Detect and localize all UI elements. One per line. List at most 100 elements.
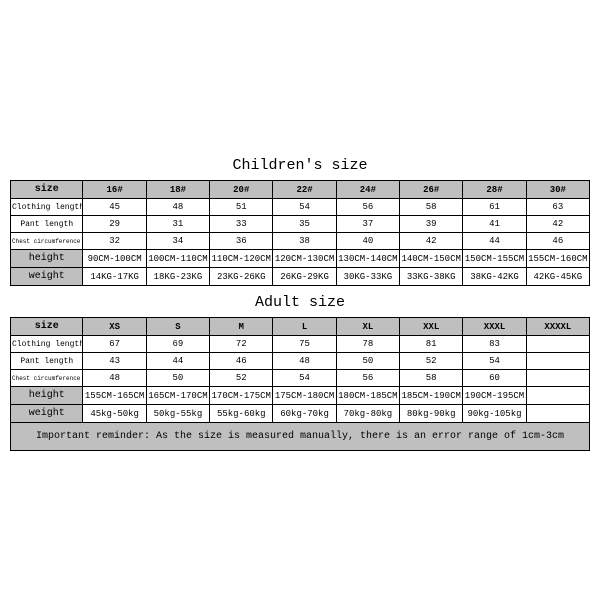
row-label: weight bbox=[11, 405, 83, 423]
table-row: Pant length 43 44 46 48 50 52 54 bbox=[11, 353, 590, 370]
cell: 31 bbox=[146, 216, 209, 233]
cell: 33 bbox=[210, 216, 273, 233]
cell: 40 bbox=[336, 233, 399, 250]
cell: 55kg-60kg bbox=[210, 405, 273, 423]
cell: 45 bbox=[83, 199, 146, 216]
cell: 41 bbox=[463, 216, 526, 233]
col-header: 26# bbox=[400, 181, 463, 199]
col-header: 24# bbox=[336, 181, 399, 199]
cell: 38 bbox=[273, 233, 336, 250]
cell: 61 bbox=[463, 199, 526, 216]
cell: 42 bbox=[400, 233, 463, 250]
col-header: XXXL bbox=[463, 318, 526, 336]
table-row: Clothing length 45 48 51 54 56 58 61 63 bbox=[11, 199, 590, 216]
cell: 110CM-120CM bbox=[210, 250, 273, 268]
cell bbox=[526, 370, 589, 387]
cell: 150CM-155CM bbox=[463, 250, 526, 268]
cell: 78 bbox=[336, 336, 399, 353]
cell: 58 bbox=[400, 370, 463, 387]
cell: 120CM-130CM bbox=[273, 250, 336, 268]
cell: 43 bbox=[83, 353, 146, 370]
table-row: Clothing length 67 69 72 75 78 81 83 bbox=[11, 336, 590, 353]
table-row: height 155CM-165CM 165CM-170CM 170CM-175… bbox=[11, 387, 590, 405]
cell: 54 bbox=[463, 353, 526, 370]
adult-title: Adult size bbox=[10, 286, 590, 317]
children-title: Children's size bbox=[10, 149, 590, 180]
cell: 80kg-90kg bbox=[400, 405, 463, 423]
cell: 50 bbox=[336, 353, 399, 370]
cell: 52 bbox=[210, 370, 273, 387]
cell: 33KG-38KG bbox=[400, 268, 463, 286]
cell bbox=[526, 405, 589, 423]
cell: 48 bbox=[146, 199, 209, 216]
cell: 165CM-170CM bbox=[146, 387, 209, 405]
cell: 190CM-195CM bbox=[463, 387, 526, 405]
cell: 81 bbox=[400, 336, 463, 353]
col-header: XS bbox=[83, 318, 146, 336]
cell: 45kg-50kg bbox=[83, 405, 146, 423]
cell: 58 bbox=[400, 199, 463, 216]
adult-table: size XS S M L XL XXL XXXL XXXXL Clothing… bbox=[10, 317, 590, 423]
row-label: Pant length bbox=[11, 353, 83, 370]
table-row: Pant length 29 31 33 35 37 39 41 42 bbox=[11, 216, 590, 233]
col-header: XXXXL bbox=[526, 318, 589, 336]
cell: 185CM-190CM bbox=[400, 387, 463, 405]
cell: 54 bbox=[273, 370, 336, 387]
col-header: 16# bbox=[83, 181, 146, 199]
row-label: Pant length bbox=[11, 216, 83, 233]
row-label-size: size bbox=[11, 181, 83, 199]
cell: 44 bbox=[463, 233, 526, 250]
table-row: size 16# 18# 20# 22# 24# 26# 28# 30# bbox=[11, 181, 590, 199]
cell: 14KG-17KG bbox=[83, 268, 146, 286]
cell: 44 bbox=[146, 353, 209, 370]
col-header: 28# bbox=[463, 181, 526, 199]
cell: 48 bbox=[83, 370, 146, 387]
table-row: Chest circumference 1/2 48 50 52 54 56 5… bbox=[11, 370, 590, 387]
cell: 42KG-45KG bbox=[526, 268, 589, 286]
col-header: 22# bbox=[273, 181, 336, 199]
cell: 170CM-175CM bbox=[210, 387, 273, 405]
row-label: height bbox=[11, 387, 83, 405]
col-header: S bbox=[146, 318, 209, 336]
cell: 18KG-23KG bbox=[146, 268, 209, 286]
cell: 39 bbox=[400, 216, 463, 233]
cell: 69 bbox=[146, 336, 209, 353]
cell: 67 bbox=[83, 336, 146, 353]
cell: 140CM-150CM bbox=[400, 250, 463, 268]
cell: 60 bbox=[463, 370, 526, 387]
cell: 70kg-80kg bbox=[336, 405, 399, 423]
cell: 60kg-70kg bbox=[273, 405, 336, 423]
cell: 90CM-100CM bbox=[83, 250, 146, 268]
cell bbox=[526, 353, 589, 370]
row-label: Clothing length bbox=[11, 199, 83, 216]
cell: 32 bbox=[83, 233, 146, 250]
cell: 75 bbox=[273, 336, 336, 353]
cell: 34 bbox=[146, 233, 209, 250]
cell: 100CM-110CM bbox=[146, 250, 209, 268]
cell: 51 bbox=[210, 199, 273, 216]
table-row: weight 45kg-50kg 50kg-55kg 55kg-60kg 60k… bbox=[11, 405, 590, 423]
col-header: XL bbox=[336, 318, 399, 336]
row-label-size: size bbox=[11, 318, 83, 336]
cell: 155CM-160CM bbox=[526, 250, 589, 268]
row-label: Chest circumference 1/2 bbox=[11, 233, 83, 250]
reminder-note: Important reminder: As the size is measu… bbox=[10, 423, 590, 451]
cell: 175CM-180CM bbox=[273, 387, 336, 405]
cell: 50kg-55kg bbox=[146, 405, 209, 423]
row-label: Chest circumference 1/2 bbox=[11, 370, 83, 387]
table-row: weight 14KG-17KG 18KG-23KG 23KG-26KG 26K… bbox=[11, 268, 590, 286]
cell: 29 bbox=[83, 216, 146, 233]
cell: 54 bbox=[273, 199, 336, 216]
cell: 36 bbox=[210, 233, 273, 250]
cell: 48 bbox=[273, 353, 336, 370]
cell: 72 bbox=[210, 336, 273, 353]
cell: 46 bbox=[526, 233, 589, 250]
cell: 90kg-105kg bbox=[463, 405, 526, 423]
cell bbox=[526, 336, 589, 353]
cell: 30KG-33KG bbox=[336, 268, 399, 286]
cell: 63 bbox=[526, 199, 589, 216]
cell: 52 bbox=[400, 353, 463, 370]
table-row: Chest circumference 1/2 32 34 36 38 40 4… bbox=[11, 233, 590, 250]
cell: 42 bbox=[526, 216, 589, 233]
cell: 50 bbox=[146, 370, 209, 387]
